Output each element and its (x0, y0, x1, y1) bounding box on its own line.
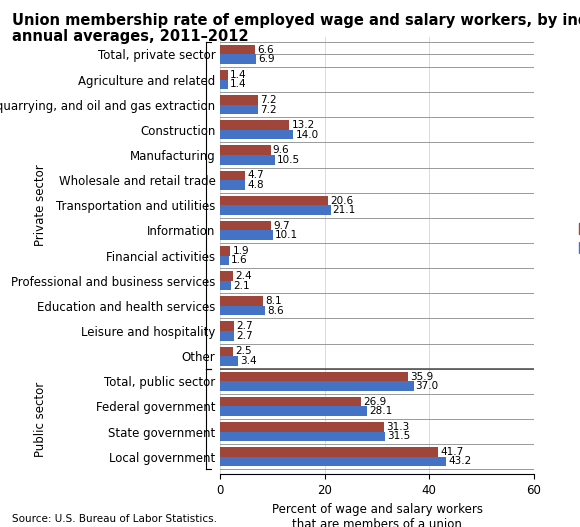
Bar (220, 271, 233, 281)
Text: 4.7: 4.7 (247, 170, 264, 180)
Bar (220, 382, 414, 391)
Text: 3.4: 3.4 (240, 356, 257, 366)
Text: Union membership rate of employed wage and salary workers, by industry,: Union membership rate of employed wage a… (12, 13, 580, 28)
Bar (220, 45, 255, 54)
Bar (220, 256, 229, 265)
Text: 9.6: 9.6 (273, 145, 289, 155)
Bar (220, 171, 245, 180)
Text: 7.2: 7.2 (260, 95, 277, 105)
Text: Private sector: Private sector (34, 164, 47, 246)
Text: 31.5: 31.5 (387, 431, 410, 441)
Bar (220, 406, 367, 416)
Bar (220, 246, 230, 256)
Bar (220, 306, 265, 316)
Text: 37.0: 37.0 (416, 381, 438, 391)
Bar (220, 196, 328, 206)
Text: Source: U.S. Bureau of Labor Statistics.: Source: U.S. Bureau of Labor Statistics. (12, 514, 216, 524)
Bar (220, 447, 438, 457)
Text: 28.1: 28.1 (369, 406, 393, 416)
Text: 43.2: 43.2 (448, 456, 471, 466)
Bar (220, 221, 271, 230)
Text: annual averages, 2011–2012: annual averages, 2011–2012 (12, 29, 248, 44)
Bar (220, 130, 293, 140)
Text: 9.7: 9.7 (273, 221, 290, 231)
Text: 2.7: 2.7 (237, 321, 253, 331)
Bar (220, 180, 245, 190)
Bar (220, 356, 238, 366)
Bar (220, 145, 270, 155)
Text: 21.1: 21.1 (333, 205, 356, 215)
Text: 2.1: 2.1 (233, 280, 250, 290)
Text: 1.9: 1.9 (233, 246, 249, 256)
Text: 2.5: 2.5 (235, 346, 252, 356)
Bar (220, 120, 289, 130)
Bar (220, 397, 361, 406)
Bar (220, 70, 228, 80)
Text: 13.2: 13.2 (291, 120, 314, 130)
Text: 6.9: 6.9 (259, 54, 275, 64)
Text: 35.9: 35.9 (410, 372, 433, 382)
Text: 10.5: 10.5 (277, 155, 300, 165)
Text: 1.4: 1.4 (230, 70, 246, 80)
Bar (220, 80, 228, 89)
Bar (220, 432, 385, 441)
Text: 20.6: 20.6 (330, 196, 353, 206)
Bar (220, 230, 273, 240)
Text: 10.1: 10.1 (276, 230, 298, 240)
Text: Public sector: Public sector (34, 382, 47, 456)
Text: 14.0: 14.0 (296, 130, 318, 140)
Text: 8.1: 8.1 (264, 296, 281, 306)
Bar (220, 372, 408, 382)
Bar (220, 422, 384, 432)
Legend: 2012, 2011: 2012, 2011 (574, 218, 580, 259)
Bar (220, 105, 258, 114)
Text: 2.7: 2.7 (237, 331, 253, 341)
Text: 41.7: 41.7 (440, 447, 463, 457)
Bar (220, 281, 231, 290)
Bar (220, 331, 234, 340)
Bar (220, 457, 446, 466)
Bar (220, 155, 276, 164)
Text: 1.4: 1.4 (230, 80, 246, 90)
Bar (220, 321, 234, 331)
Text: 31.3: 31.3 (386, 422, 409, 432)
Text: 2.4: 2.4 (235, 271, 252, 281)
X-axis label: Percent of wage and salary workers
that are members of a union: Percent of wage and salary workers that … (271, 503, 483, 527)
Text: 6.6: 6.6 (257, 45, 274, 55)
Text: 7.2: 7.2 (260, 104, 277, 114)
Bar (220, 95, 258, 105)
Text: 26.9: 26.9 (363, 397, 386, 407)
Bar (220, 54, 256, 64)
Bar (220, 206, 331, 215)
Text: 8.6: 8.6 (267, 306, 284, 316)
Text: 1.6: 1.6 (231, 256, 248, 266)
Bar (220, 296, 263, 306)
Text: 4.8: 4.8 (248, 180, 264, 190)
Bar (220, 347, 233, 356)
